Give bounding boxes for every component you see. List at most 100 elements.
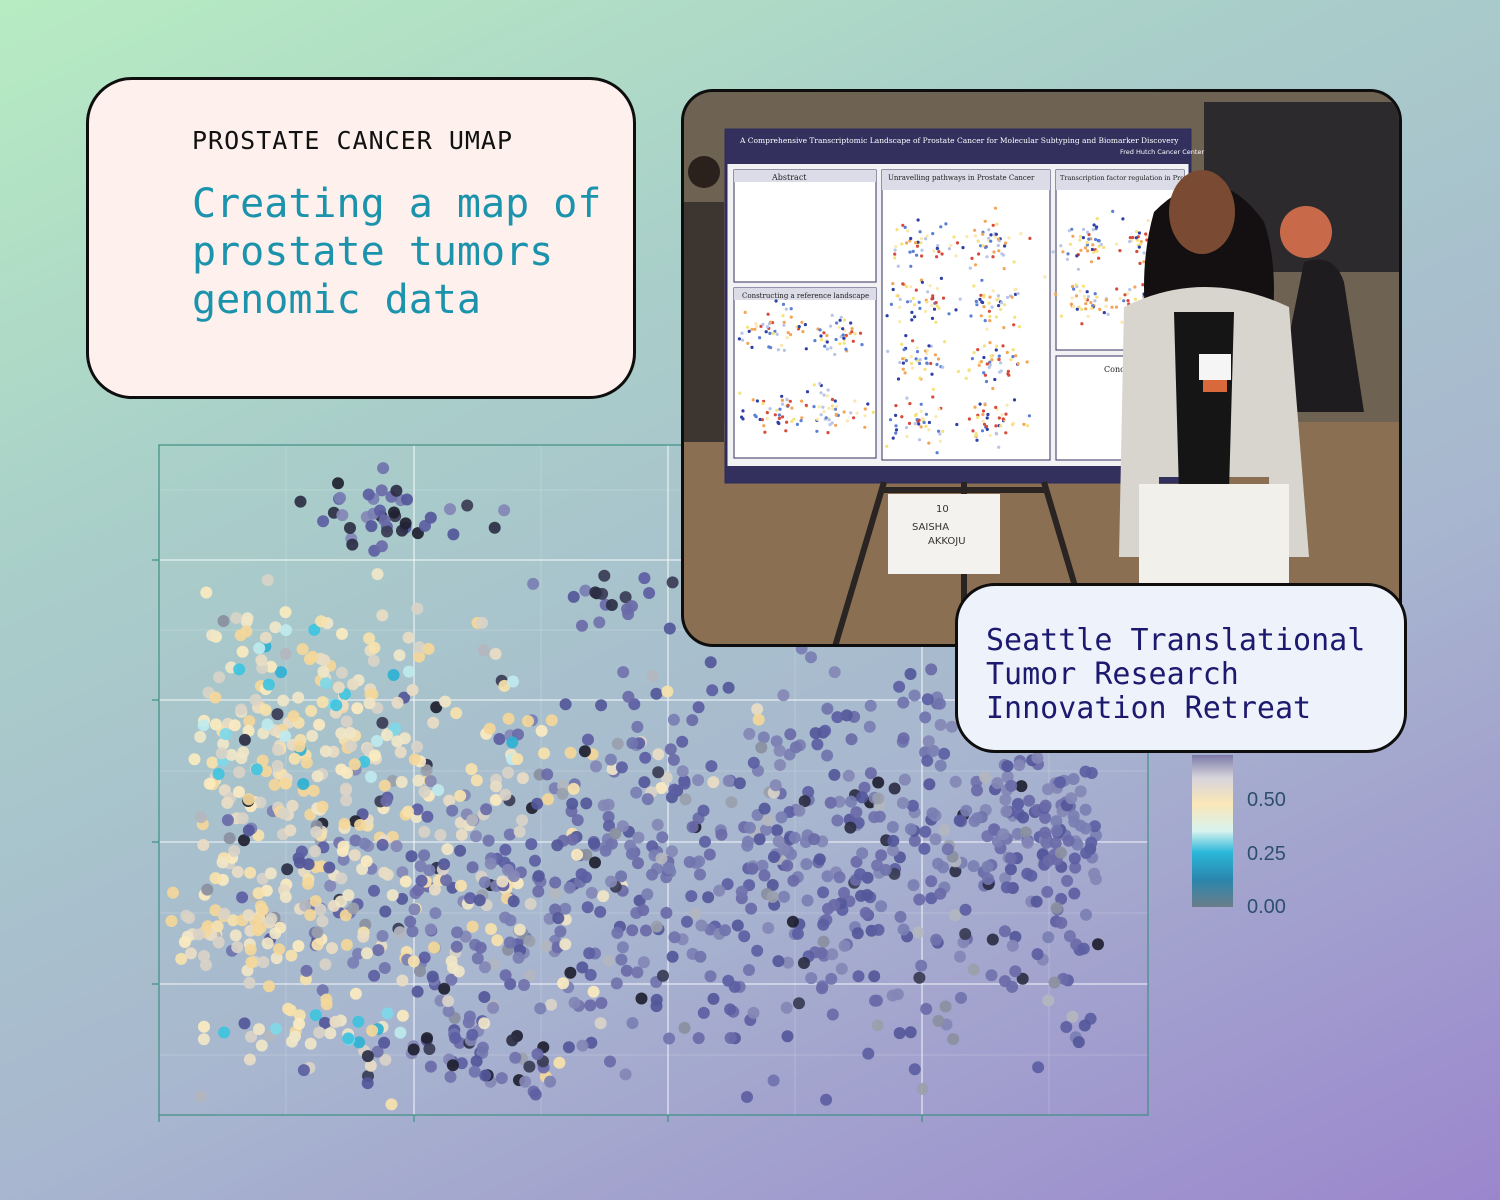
umap-point <box>616 820 629 833</box>
umap-point <box>702 891 715 904</box>
umap-point <box>844 821 857 834</box>
umap-point <box>480 803 493 816</box>
umap-point <box>304 1037 317 1050</box>
umap-point <box>378 1036 391 1049</box>
umap-point <box>242 909 255 922</box>
plot-frame <box>158 444 1149 1116</box>
umap-point <box>209 872 222 885</box>
umap-point <box>1092 938 1104 951</box>
umap-point <box>934 718 947 731</box>
umap-point <box>479 961 491 974</box>
umap-point <box>626 737 639 750</box>
umap-point <box>656 831 669 844</box>
umap-point <box>631 966 644 979</box>
umap-point <box>532 870 545 882</box>
umap-point <box>256 754 269 767</box>
umap-point <box>454 789 467 802</box>
umap-point <box>549 887 562 900</box>
umap-point <box>244 943 257 956</box>
umap-point <box>663 862 676 875</box>
umap-point <box>1055 892 1068 905</box>
umap-point <box>316 800 329 813</box>
umap-point <box>907 879 920 892</box>
umap-point <box>772 835 785 848</box>
umap-point <box>1021 836 1034 849</box>
umap-point <box>632 831 645 844</box>
umap-point <box>233 786 245 798</box>
umap-point <box>340 794 353 807</box>
umap-point <box>637 956 650 969</box>
umap-point <box>1021 867 1034 880</box>
umap-point <box>845 733 858 746</box>
umap-point <box>856 791 869 804</box>
umap-point <box>197 719 210 732</box>
umap-point <box>365 520 378 533</box>
umap-point <box>225 748 238 761</box>
umap-point <box>886 989 899 1002</box>
umap-point <box>238 834 250 847</box>
umap-point <box>358 837 371 850</box>
umap-point <box>502 712 515 725</box>
umap-point <box>529 1088 542 1101</box>
umap-point <box>872 792 885 805</box>
umap-point <box>396 1009 409 1022</box>
umap-point <box>597 890 610 903</box>
umap-point <box>1001 760 1014 773</box>
umap-point <box>261 937 274 950</box>
umap-point <box>270 1022 282 1035</box>
umap-point <box>626 924 639 937</box>
umap-point <box>666 576 679 589</box>
umap-point <box>332 477 344 490</box>
umap-point <box>1067 773 1080 785</box>
umap-point <box>286 799 299 812</box>
umap-point <box>552 912 565 925</box>
umap-point <box>233 766 246 779</box>
umap-point <box>238 733 251 746</box>
umap-point <box>541 768 554 781</box>
umap-point <box>307 784 320 797</box>
umap-point <box>668 783 681 796</box>
umap-point <box>377 462 390 475</box>
umap-point <box>747 1006 760 1019</box>
umap-point <box>396 866 409 879</box>
umap-point <box>620 964 633 977</box>
umap-point <box>820 1093 833 1106</box>
umap-point <box>471 952 484 965</box>
umap-point <box>854 868 867 881</box>
umap-point <box>780 1001 793 1014</box>
umap-point <box>513 923 526 936</box>
umap-point <box>444 503 456 516</box>
umap-point <box>454 844 467 857</box>
umap-point <box>352 1015 365 1028</box>
umap-point <box>336 666 348 679</box>
umap-point <box>921 754 934 767</box>
umap-point <box>347 902 360 915</box>
umap-point <box>313 718 326 731</box>
umap-point <box>468 1065 481 1078</box>
umap-point <box>387 669 400 681</box>
umap-point <box>391 696 404 709</box>
umap-point <box>197 1033 210 1046</box>
umap-point <box>831 711 844 724</box>
umap-point <box>998 925 1011 938</box>
umap-point <box>999 872 1012 885</box>
umap-point <box>960 804 973 817</box>
umap-point <box>424 511 437 524</box>
umap-point <box>762 922 775 934</box>
umap-point <box>835 962 848 975</box>
umap-point <box>1005 779 1018 792</box>
umap-point <box>412 774 425 787</box>
umap-point <box>743 727 756 740</box>
umap-point <box>571 848 584 861</box>
umap-point <box>165 915 178 927</box>
umap-point <box>693 855 706 868</box>
umap-point <box>888 782 901 795</box>
umap-point <box>311 938 324 951</box>
umap-point <box>499 788 512 801</box>
umap-point <box>446 804 459 817</box>
umap-point <box>999 793 1012 806</box>
umap-point <box>496 875 509 888</box>
umap-point <box>447 961 459 974</box>
umap-point <box>604 1055 616 1068</box>
umap-point <box>466 814 479 827</box>
